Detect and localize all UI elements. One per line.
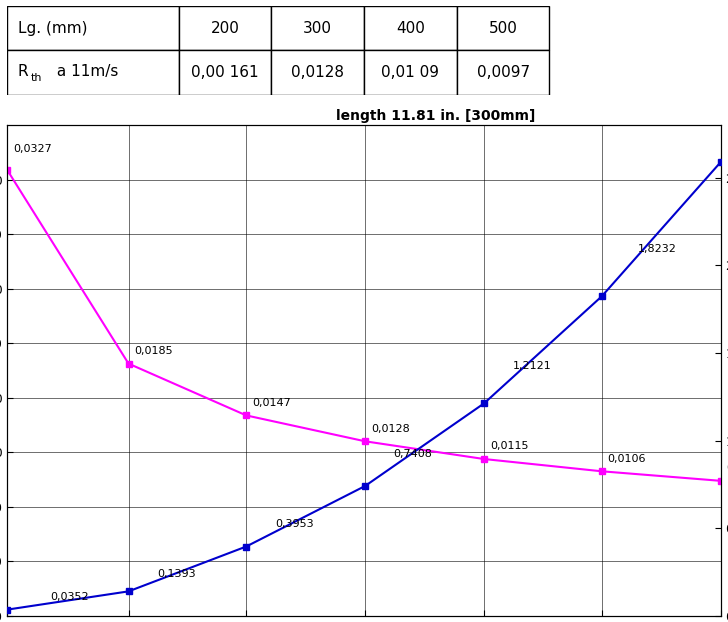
- Bar: [364, 6, 456, 50]
- Text: 400: 400: [396, 21, 425, 36]
- Text: 500: 500: [488, 21, 518, 36]
- Text: th: th: [31, 73, 42, 83]
- Text: length 11.81 in. [300mm]: length 11.81 in. [300mm]: [336, 109, 535, 123]
- Text: 0,0352: 0,0352: [50, 592, 89, 602]
- Bar: [364, 50, 456, 95]
- Bar: [456, 6, 550, 50]
- Text: 0,0185: 0,0185: [135, 346, 173, 356]
- Text: 0,0115: 0,0115: [490, 442, 529, 452]
- Text: 0,00 161: 0,00 161: [191, 65, 258, 80]
- Bar: [178, 50, 272, 95]
- Text: a 11m/s: a 11m/s: [52, 64, 119, 79]
- Bar: [272, 50, 364, 95]
- Bar: [456, 50, 550, 95]
- Text: 0,0106: 0,0106: [608, 454, 646, 464]
- Bar: [7, 50, 178, 95]
- Text: 0,0128: 0,0128: [291, 65, 344, 80]
- Text: 0,01 09: 0,01 09: [381, 65, 440, 80]
- Bar: [178, 6, 272, 50]
- Text: 0,0147: 0,0147: [252, 398, 291, 408]
- Text: 300: 300: [303, 21, 332, 36]
- Text: 0,0327: 0,0327: [13, 144, 52, 154]
- Text: 1,2121: 1,2121: [513, 361, 551, 371]
- Text: 200: 200: [210, 21, 240, 36]
- Bar: [7, 6, 178, 50]
- Text: 0,3953: 0,3953: [274, 519, 314, 529]
- Bar: [272, 6, 364, 50]
- Text: 0,0099: 0,0099: [727, 463, 728, 473]
- Text: Lg. (mm): Lg. (mm): [18, 21, 87, 36]
- Text: 0,0128: 0,0128: [371, 424, 410, 434]
- Text: 0,0097: 0,0097: [477, 65, 530, 80]
- Text: 0,7408: 0,7408: [394, 448, 432, 458]
- Text: 1,8232: 1,8232: [638, 244, 676, 254]
- Text: R: R: [18, 64, 28, 79]
- Text: 0,1393: 0,1393: [157, 569, 196, 578]
